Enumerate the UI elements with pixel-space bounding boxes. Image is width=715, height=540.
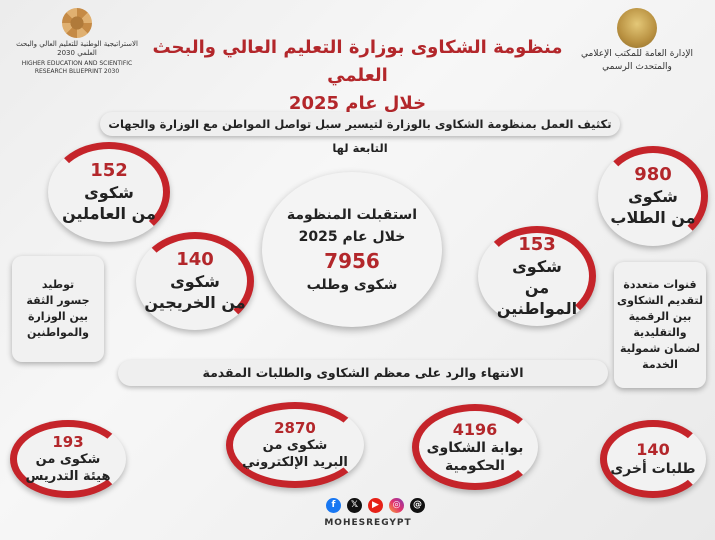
employees-stat: 152 شكوى من العاملين [48,142,170,242]
graduates-label2: من الخريجين [144,293,246,312]
students-stat: 980 شكوى من الطلاب [598,146,708,246]
strategy-emblem-icon [62,8,92,38]
employees-label2: من العاملين [62,204,156,223]
trust-line3: بين الوزارة [27,310,89,323]
students-number: 980 [634,164,672,185]
trust-line2: جسور الثقة [26,294,90,307]
trust-line1: توطيد [41,278,75,291]
trust-line4: والمواطنين [26,326,90,339]
citizens-label2: من المواطنين [496,277,578,318]
threads-icon[interactable]: @ [410,498,425,513]
students-label1: شكوى [628,187,678,206]
page-title: منظومة الشكاوى بوزارة التعليم العالي وال… [140,34,575,118]
citizens-stat: 153 شكوى من المواطنين [478,226,596,326]
title-line-1: منظومة الشكاوى بوزارة التعليم العالي وال… [152,37,563,86]
office-name-line2: والمتحدث الرسمي [602,62,672,72]
total-line1: استقبلت المنظومة [286,206,418,223]
instagram-icon[interactable]: ◎ [389,498,404,513]
top-banner: تكثيف العمل بمنظومة الشكاوى بالوزارة لتي… [100,112,620,155]
middle-banner: الانتهاء والرد على معظم الشكاوى والطلبات… [118,360,608,386]
citizens-label1: شكوى [512,256,562,276]
channels-line2: لتقديم الشكاوى [616,294,704,307]
eagle-emblem-icon [617,8,657,48]
total-complaints-circle: استقبلت المنظومة خلال عام 2025 7956 شكوى… [262,172,442,327]
students-label2: من الطلاب [610,208,696,227]
staff-label2: هيئة التدريس [25,469,111,484]
channels-line5: لضمان شمولية [619,342,701,355]
office-name-line1: الإدارة العامة للمكتب الإعلامي [581,49,693,59]
email-number: 2870 [274,419,316,437]
graduates-number: 140 [176,249,214,270]
portal-label2: الحكومية [445,457,505,474]
portal-stat: 4196 بوابة الشكاوى الحكومية [412,404,538,490]
email-stat: 2870 شكوى من البريد الإلكتروني [226,402,364,488]
other-number: 140 [636,439,670,459]
strategy-name-en: HIGHER EDUCATION AND SCIENTIFIC RESEARCH… [21,60,133,75]
employees-label1: شكوى [84,183,134,202]
social-handle: MOHESREGYPT [324,518,412,528]
strategy-logo: الاستراتيجية الوطنية للتعليم العالي والب… [12,8,142,76]
channels-line1: قنوات متعددة [623,278,697,291]
x-icon[interactable]: 𝕏 [347,498,362,513]
youtube-icon[interactable]: ▶ [368,498,383,513]
staff-label1: شكوى من [35,452,101,467]
portal-label1: بوابة الشكاوى [426,439,524,456]
channels-box: قنوات متعددة لتقديم الشكاوى بين الرقمية … [614,262,706,388]
ministry-logo: الإدارة العامة للمكتب الإعلامي والمتحدث … [577,8,697,74]
total-line3: شكوى وطلب [306,276,398,293]
staff-number: 193 [52,433,84,451]
citizens-number: 153 [518,233,556,255]
other-requests-stat: 140 طلبات أخرى [600,420,706,498]
channels-line4: والتقليدية [633,326,687,339]
employees-number: 152 [90,160,128,181]
social-links: f 𝕏 ▶ ◎ @ [326,498,425,513]
graduates-stat: 140 شكوى من الخريجين [136,232,254,330]
email-label1: شكوى من [262,438,328,453]
portal-number: 4196 [452,419,498,439]
email-label2: البريد الإلكتروني [242,455,348,470]
other-label1: طلبات أخرى [610,460,696,477]
trust-box: توطيد جسور الثقة بين الوزارة والمواطنين [12,256,104,362]
graduates-label1: شكوى [170,272,220,291]
total-number: 7956 [324,248,380,273]
channels-line3: بين الرقمية [628,310,692,323]
title-line-2: خلال عام 2025 [288,93,427,114]
total-line2: خلال عام 2025 [298,228,406,245]
strategy-name-ar: الاستراتيجية الوطنية للتعليم العالي والب… [16,40,138,57]
channels-line6: الخدمة [642,358,678,371]
staff-stat: 193 شكوى من هيئة التدريس [10,420,126,498]
facebook-icon[interactable]: f [326,498,341,513]
